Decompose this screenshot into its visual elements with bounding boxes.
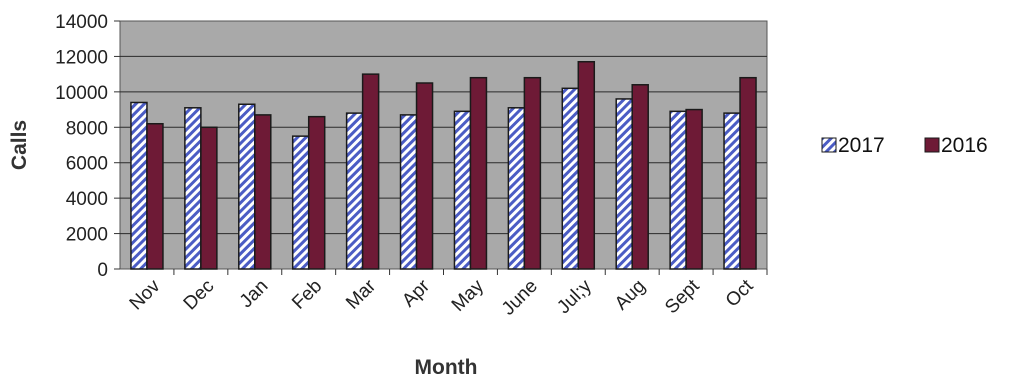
bar-2016-Oct	[739, 76, 757, 270]
x-tick-label: June	[498, 276, 542, 320]
x-tick-label: Jul;y	[553, 275, 596, 318]
x-tick-label: May	[448, 275, 489, 316]
bar-2016-Mar	[361, 73, 380, 270]
x-tick-label: Oct	[722, 275, 758, 311]
x-tick-label: Feb	[288, 276, 326, 314]
y-tick-label: 10000	[55, 83, 108, 104]
bar-2017-Dec	[184, 107, 202, 270]
bar-2017-May	[453, 110, 472, 270]
bar-2016-Feb	[307, 115, 326, 270]
bar-2017-Aug	[615, 98, 633, 270]
x-tick-label: Aug	[611, 276, 650, 315]
bar-2017-Sept	[669, 110, 687, 270]
y-tick-label: 14000	[55, 12, 108, 33]
bar-2016-Sept	[685, 108, 703, 270]
bar-2017-Feb	[291, 135, 310, 270]
bar-2016-June	[523, 76, 542, 270]
bar-2017-Mar	[345, 112, 364, 270]
bar-2016-Nov	[146, 122, 164, 270]
x-tick-label: Dec	[180, 276, 219, 315]
y-tick-label: 0	[97, 260, 108, 281]
x-axis-title: Month	[415, 356, 478, 379]
legend-swatch-2016	[924, 137, 940, 153]
bar-2016-Jan	[254, 114, 272, 270]
bar-2017-Nov	[130, 101, 148, 270]
y-tick-label: 2000	[66, 225, 108, 246]
bar-2016-May	[469, 76, 488, 270]
y-tick-label: 12000	[55, 47, 108, 68]
y-axis-ticks: 0 2000 4000 6000 8000 10000 12000 14000	[55, 12, 120, 281]
plot-area	[119, 20, 768, 270]
legend-label-2017: 2017	[838, 134, 885, 157]
x-tick-label: Apr	[398, 275, 434, 311]
bars	[130, 60, 757, 270]
bar-2016-Aug	[631, 84, 649, 270]
y-axis-title: Calls	[8, 120, 31, 170]
bar-2016-Dec	[200, 126, 218, 270]
bar-2017-Apr	[399, 114, 418, 270]
y-tick-label: 6000	[66, 154, 108, 175]
bar-2016-Jul;y	[577, 60, 596, 270]
y-tick-label: 8000	[66, 118, 108, 139]
x-tick-label: Mar	[342, 275, 380, 313]
bar-2017-Jul;y	[561, 87, 580, 270]
bar-2016-Apr	[415, 82, 434, 270]
bar-2017-June	[507, 107, 526, 270]
bar-2017-Jan	[238, 103, 256, 270]
y-tick-label: 4000	[66, 189, 108, 210]
legend-label-2016: 2016	[941, 134, 988, 157]
x-axis-ticks: Nov Dec Jan Feb Mar Apr May June Jul;y Aug Sept Oct	[126, 269, 768, 320]
legend: 2017 2016	[821, 134, 988, 157]
bar-2017-Oct	[723, 112, 741, 270]
x-tick-label: Sept	[661, 275, 704, 318]
x-tick-label: Jan	[236, 276, 273, 313]
gridlines	[120, 55, 767, 235]
legend-swatch-2017	[821, 137, 837, 153]
x-tick-label: Nov	[126, 275, 165, 314]
